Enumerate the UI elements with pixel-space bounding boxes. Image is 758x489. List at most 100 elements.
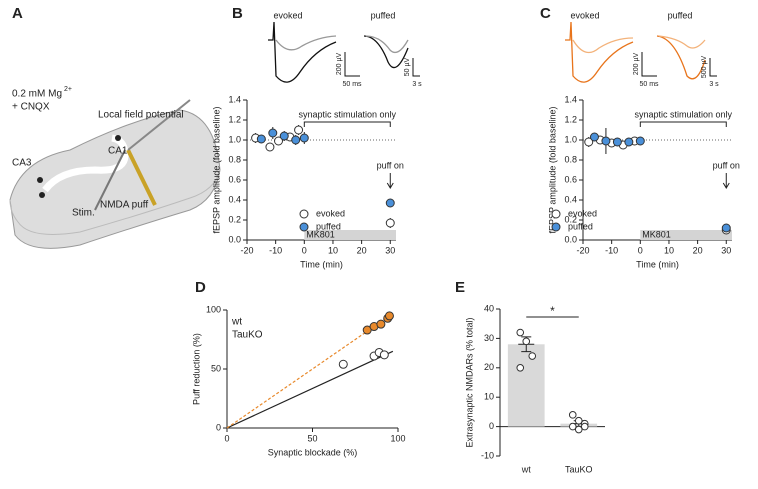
panel-label: D [195, 279, 206, 296]
x-tick-label: -20 [240, 245, 253, 255]
trace-label: evoked [273, 10, 302, 20]
data-point [612, 137, 622, 147]
data-point [379, 350, 389, 360]
x-tick-label: 10 [664, 245, 674, 255]
scale-bar-label: 50 ms [639, 81, 659, 88]
arrow-label: puff on [377, 160, 404, 170]
y-tick-label: 100 [206, 304, 221, 314]
data-point [274, 136, 284, 146]
panel-label: B [232, 5, 243, 22]
data-point [624, 137, 634, 147]
x-tick-label: -20 [576, 245, 589, 255]
trace-label: puffed [371, 10, 396, 20]
drug-label: MK801 [306, 229, 335, 239]
y-tick-label: 1.2 [228, 114, 241, 124]
schematic-label: CA1 [108, 146, 128, 157]
y-axis-label: fEPSP amplitude (fold baseline) [547, 107, 557, 234]
x-axis-label: Synaptic blockade (%) [268, 447, 358, 457]
x-tick-label: 10 [328, 245, 338, 255]
data-point [294, 125, 304, 135]
data-point [635, 136, 645, 146]
scale-bar-label: 200 µV [336, 53, 343, 76]
bracket-label: synaptic stimulation only [299, 109, 397, 119]
y-tick-label: 0.8 [228, 154, 241, 164]
x-tick-label: 100 [390, 433, 405, 443]
x-tick-label: 30 [721, 245, 731, 255]
slice-schematic [9, 99, 221, 249]
drug-band [640, 230, 732, 240]
significance-label: * [550, 304, 555, 318]
x-axis-label: Time (min) [300, 259, 343, 269]
data-point [721, 223, 731, 233]
y-axis-label: fEPSP amplitude (fold baseline) [211, 107, 221, 234]
data-point [589, 132, 599, 142]
data-point [385, 218, 395, 228]
scale-bar-label: 3 s [709, 81, 719, 88]
scale-bar-label: 50 µV [404, 57, 411, 76]
panel-label: C [540, 5, 551, 22]
y-tick-label: 30 [484, 333, 494, 343]
data-point [376, 319, 386, 329]
data-point [384, 311, 394, 321]
data-point [516, 364, 525, 372]
data-point [574, 416, 583, 425]
y-tick-label: 1.4 [564, 94, 577, 104]
data-point [362, 325, 372, 335]
y-tick-label: 0.8 [564, 154, 577, 164]
schematic-label: 2+ [64, 86, 72, 93]
x-axis-label: Time (min) [636, 259, 679, 269]
x-tick-label: 50 [307, 433, 317, 443]
data-point [584, 137, 594, 147]
legend-label: puffed [568, 221, 593, 231]
data-point [338, 359, 348, 369]
legend-marker [551, 209, 561, 219]
data-point [601, 136, 611, 146]
data-point [574, 425, 583, 434]
legend-label: wt [231, 317, 242, 328]
y-tick-label: 50 [211, 363, 221, 373]
x-tick-label: -10 [269, 245, 282, 255]
scale-bar-label: 200 µV [633, 53, 640, 76]
x-tick-label: 30 [385, 245, 395, 255]
x-tick-label: wt [521, 464, 531, 474]
y-tick-label: 0.4 [564, 194, 577, 204]
y-tick-label: 0.2 [564, 214, 577, 224]
data-point [568, 411, 577, 419]
x-tick-label: -10 [605, 245, 618, 255]
schematic-label: + CNQX [12, 102, 50, 113]
legend-label: evoked [568, 208, 597, 218]
schematic-label: NMDA puff [100, 200, 148, 211]
bar [507, 344, 545, 427]
panel-label: A [12, 5, 23, 22]
data-point [256, 134, 266, 144]
y-tick-label: 1.2 [564, 114, 577, 124]
trace-inset [565, 21, 717, 83]
data-point [528, 352, 537, 360]
bracket [639, 121, 727, 127]
data-point [568, 422, 577, 431]
y-tick-label: 0 [216, 422, 221, 432]
y-tick-label: 0.6 [228, 174, 241, 184]
y-tick-label: 10 [484, 392, 494, 402]
arrow [386, 173, 394, 189]
data-point [268, 128, 278, 138]
data-point [279, 131, 289, 141]
panel-label: E [455, 279, 465, 296]
x-tick-label: 0 [638, 245, 643, 255]
y-tick-label: 0.0 [564, 234, 577, 244]
trace-inset [268, 21, 420, 83]
fit-line [226, 350, 394, 429]
x-tick-label: TauKO [565, 464, 593, 474]
y-tick-label: 0 [489, 421, 494, 431]
legend-marker [299, 222, 309, 232]
legend-label: puffed [316, 221, 341, 231]
data-point [516, 328, 525, 337]
trace-label: evoked [570, 10, 599, 20]
data-point [580, 422, 589, 431]
y-tick-label: 0.0 [228, 234, 241, 244]
y-tick-label: 0.6 [564, 174, 577, 184]
data-point [385, 198, 395, 208]
drug-label: MK801 [642, 229, 671, 239]
bracket [303, 121, 391, 127]
